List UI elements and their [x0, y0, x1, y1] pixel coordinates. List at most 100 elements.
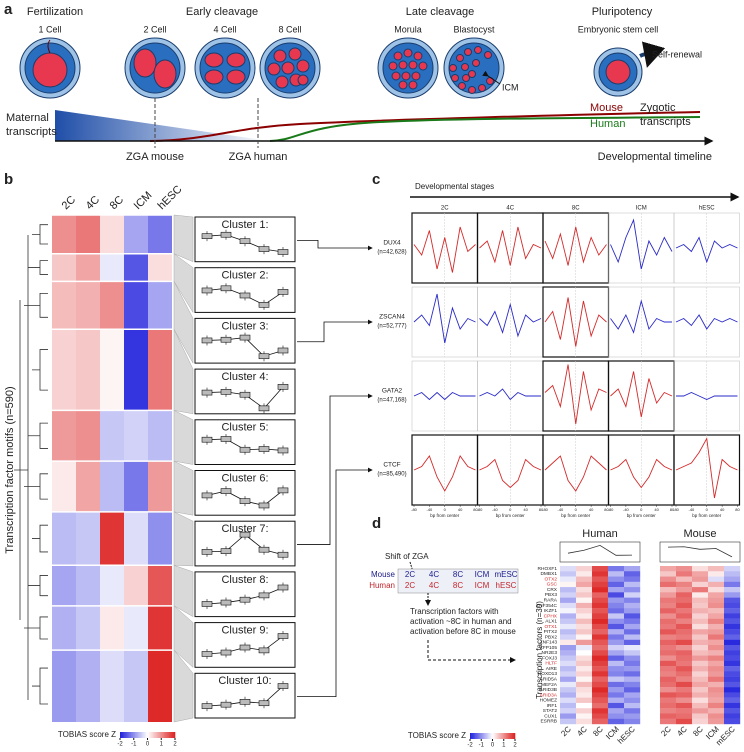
- heatmap-cell: [560, 639, 577, 646]
- colorbar-step: [133, 732, 136, 738]
- heatmap-cell: [148, 565, 172, 606]
- row-n: (n=85,490): [377, 472, 406, 478]
- footprint-trace: [413, 455, 476, 492]
- heatmap-cell: [560, 681, 577, 688]
- heatmap-cell: [660, 639, 677, 646]
- colorbar-tick-label: -1: [131, 742, 137, 748]
- row-label: ZSCAN4: [379, 314, 405, 321]
- heatmap-cell: [576, 623, 593, 630]
- heatmap-cell: [124, 565, 148, 606]
- footprint-trace: [544, 297, 607, 347]
- box: [201, 601, 213, 607]
- gene-label: HOXD13: [538, 671, 558, 677]
- x-tick-label: 80: [604, 507, 609, 512]
- stage: 8C: [453, 570, 463, 579]
- heatmap-cell: [592, 618, 609, 625]
- heatmap-cell: [624, 702, 641, 709]
- stage: 8C: [453, 581, 463, 590]
- heatmap-cell: [560, 655, 577, 661]
- colorbar-step: [488, 733, 490, 739]
- heatmap-cell: [692, 671, 709, 677]
- x-tick-label: 40: [523, 507, 528, 512]
- box: [201, 703, 213, 709]
- cell-label: Blastocyst: [453, 24, 495, 34]
- heatmap-cell: [660, 676, 677, 683]
- heatmap-cell: [124, 650, 148, 722]
- heatmap-cell: [592, 592, 609, 598]
- heatmap-cell: [708, 618, 725, 625]
- annotation: Shift of ZGA: [385, 552, 429, 561]
- colorbar-step: [128, 732, 130, 738]
- colorbar-step: [172, 732, 174, 738]
- heatmap-cell: [660, 571, 677, 577]
- heatmap-cell: [52, 329, 76, 411]
- heatmap-cell: [576, 702, 593, 709]
- heatmap-cell: [576, 671, 593, 677]
- panel-label: d: [372, 515, 381, 532]
- colorbar-tick-label: 0: [491, 743, 495, 749]
- heatmap-cell: [676, 602, 693, 609]
- cluster-connector: [173, 460, 194, 516]
- colorbar-step: [125, 732, 128, 738]
- heatmap-cell: [100, 281, 124, 330]
- heatmap-cell: [52, 461, 76, 512]
- colorbar-step: [142, 732, 144, 738]
- heatmap-cell: [660, 708, 677, 714]
- heatmap-cell: [660, 702, 677, 709]
- heatmap-cell: [692, 576, 709, 582]
- colorbar-step: [164, 732, 166, 738]
- heatmap-cell: [560, 708, 577, 714]
- colorbar-step: [153, 732, 155, 738]
- heatmap-cell: [560, 613, 577, 619]
- heatmap-cell: [608, 592, 625, 598]
- heatmap-cell: [708, 597, 725, 604]
- heatmap-cell: [592, 650, 609, 656]
- x-tick-label: 0: [509, 507, 512, 512]
- heatmap-cell: [676, 718, 693, 725]
- heatmap-cell: [660, 692, 677, 698]
- heatmap-cell: [692, 587, 709, 593]
- cluster-box: [194, 571, 296, 618]
- legend-human: Human: [590, 118, 625, 130]
- heatmap-cell: [592, 623, 609, 630]
- heatmap-cell: [692, 687, 709, 693]
- heatmap-cell: [692, 629, 709, 635]
- heatmap-cell: [692, 650, 709, 656]
- link-arrow: [297, 393, 373, 545]
- heatmap-cell: [76, 605, 100, 651]
- colorbar-step: [509, 733, 511, 739]
- row-label: Human: [369, 581, 395, 590]
- cell-label: Embryonic stem cell: [578, 24, 659, 34]
- column-label: 2C: [659, 724, 673, 738]
- heatmap-cell: [692, 623, 709, 630]
- x-axis-label: bp from center: [692, 513, 722, 518]
- heatmap-cell: [692, 708, 709, 714]
- legend-mouse: Mouse: [590, 102, 623, 114]
- heatmap-cell: [660, 597, 677, 604]
- heatmap-cell: [592, 634, 609, 640]
- heatmap-cell: [608, 618, 625, 625]
- heatmap-cell: [708, 613, 725, 619]
- dendrogram: [24, 616, 48, 640]
- heatmap-cell: [576, 592, 593, 598]
- box: [239, 446, 251, 453]
- heatmap-cell: [676, 587, 693, 593]
- colorbar-step: [151, 732, 154, 738]
- colorbar-step: [122, 732, 125, 738]
- box: [201, 492, 213, 499]
- gene-label: GSC: [547, 582, 558, 588]
- box: [258, 446, 270, 452]
- cluster-label: Cluster 7:: [221, 523, 268, 535]
- heatmap-cell: [692, 666, 709, 672]
- heatmap-cell: [592, 666, 609, 672]
- colorbar-step: [494, 733, 497, 739]
- heatmap-cell: [608, 708, 625, 714]
- row-n: (n=47,168): [377, 398, 406, 404]
- gene-label: ARID3B: [540, 687, 557, 693]
- x-tick-label: 0: [575, 507, 578, 512]
- colorbar-step: [150, 732, 152, 738]
- box: [220, 649, 232, 656]
- heatmap-cell: [560, 660, 577, 667]
- stage: ICM: [475, 570, 490, 579]
